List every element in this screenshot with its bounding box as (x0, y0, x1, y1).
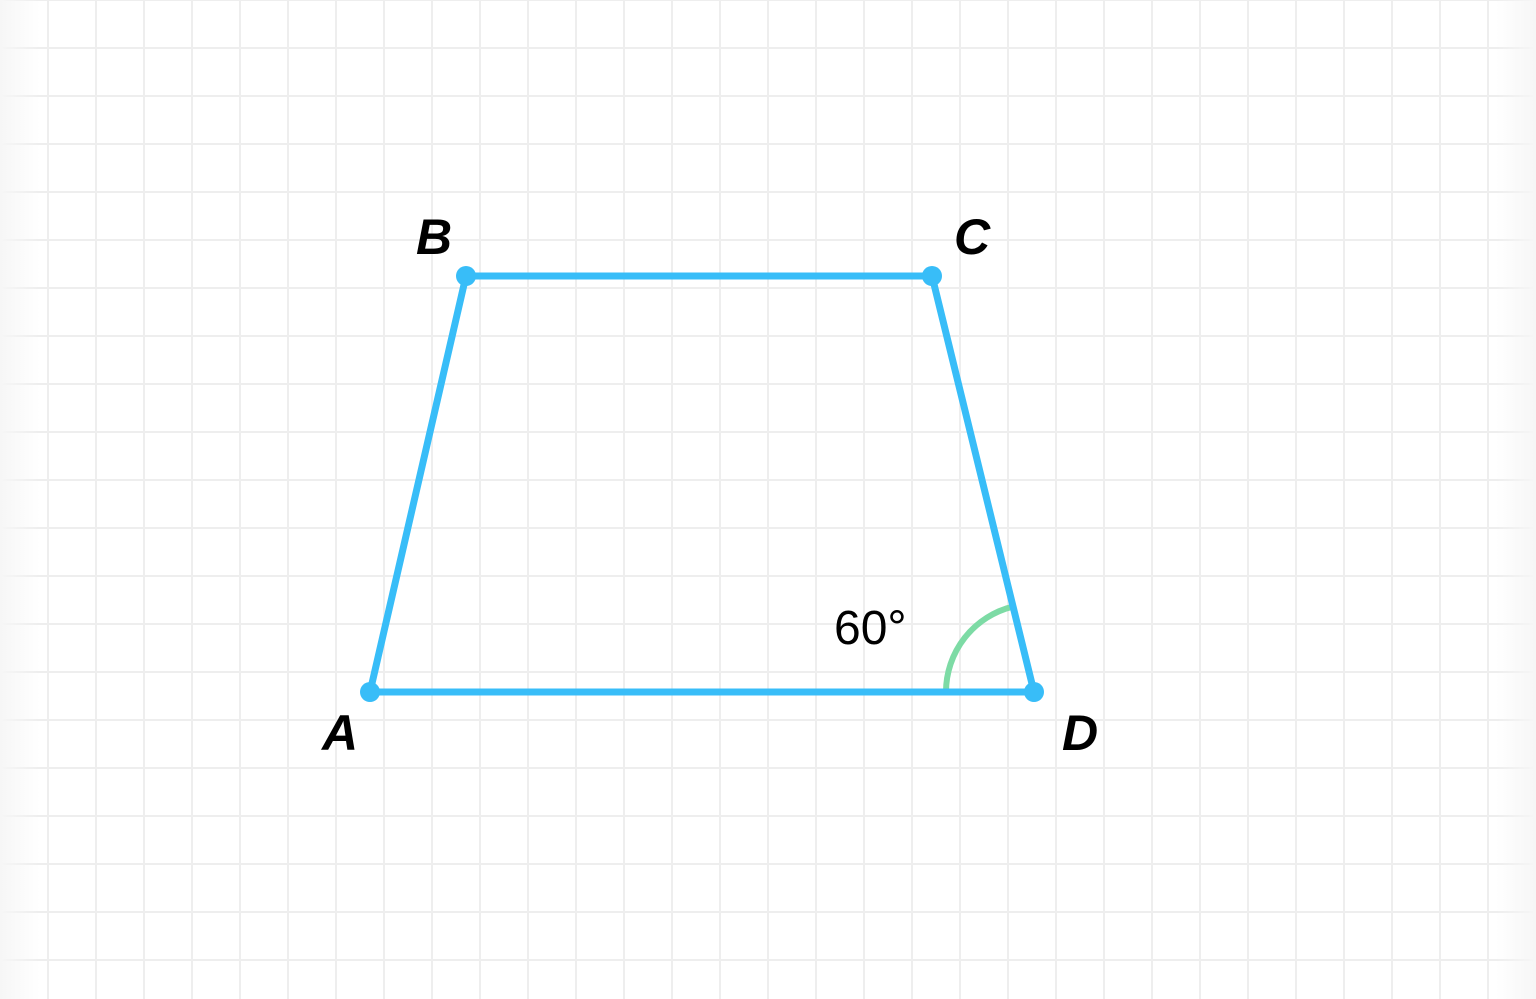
angle-label: 60° (834, 602, 907, 655)
label-C: C (954, 209, 991, 265)
point-C (922, 266, 942, 286)
label-B: B (416, 209, 452, 265)
label-D: D (1062, 705, 1098, 761)
point-A (360, 682, 380, 702)
fade-left (0, 0, 40, 999)
fade-right (1496, 0, 1536, 999)
label-A: A (320, 705, 358, 761)
point-D (1024, 682, 1044, 702)
geometry-canvas: 60° A B C D (0, 0, 1536, 999)
point-B (456, 266, 476, 286)
